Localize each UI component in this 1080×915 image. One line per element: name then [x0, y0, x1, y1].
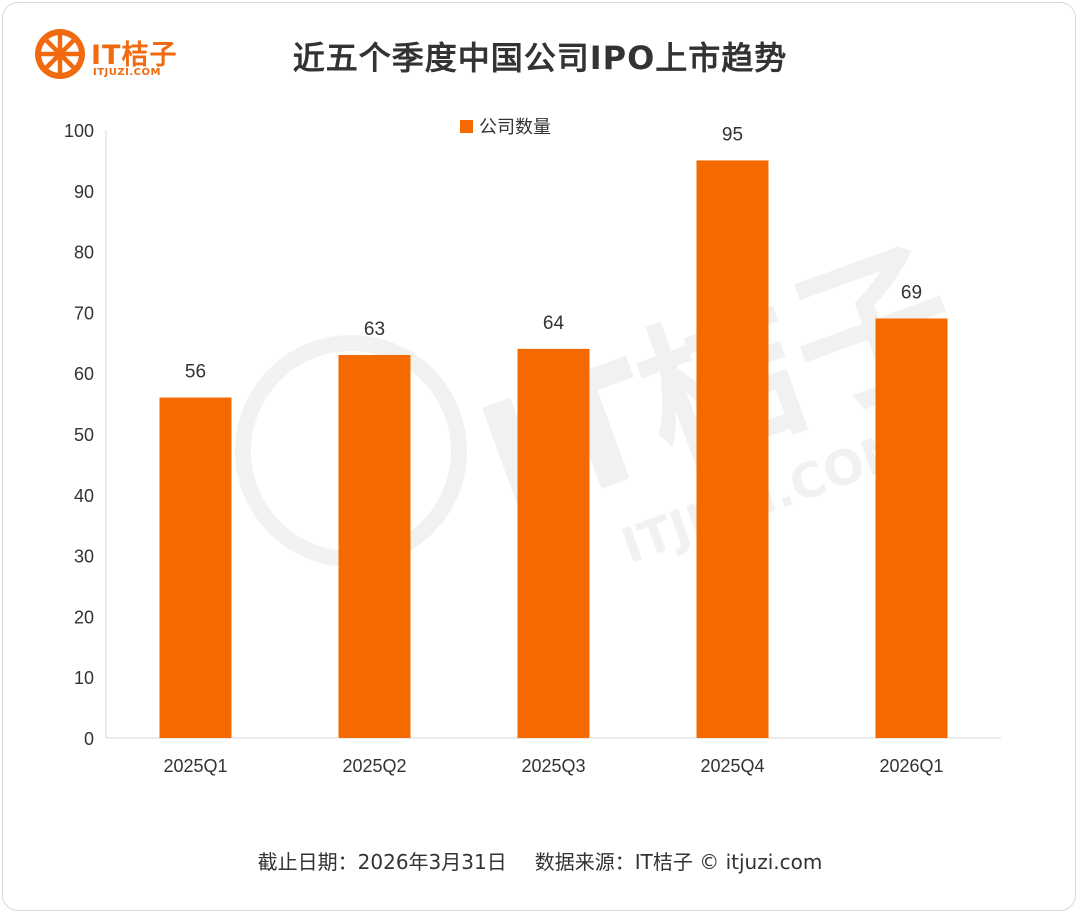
y-tick-label: 40: [74, 486, 94, 506]
data-source-text: 数据来源：IT桔子 © itjuzi.com: [534, 850, 823, 874]
logo-text: IT桔子: [91, 40, 178, 71]
bar: [517, 348, 590, 738]
y-tick-label: 80: [74, 243, 94, 263]
cutoff-date-text: 截止日期：2026年3月31日: [257, 850, 507, 874]
y-tick-label: 20: [74, 607, 94, 627]
x-tick-label: 2025Q2: [342, 756, 406, 776]
brand-logo: IT桔子 ITJUZI.COM: [33, 27, 193, 83]
orange-slice-icon: [35, 29, 85, 79]
x-tick-label: 2025Q4: [700, 756, 764, 776]
bar: [159, 397, 232, 738]
chart-title: 近五个季度中国公司IPO上市趋势: [292, 39, 788, 77]
y-tick-label: 90: [74, 182, 94, 202]
y-tick-label: 70: [74, 303, 94, 323]
bar: [696, 160, 769, 738]
y-tick-label: 0: [84, 729, 94, 749]
bar-chart: IT桔子ITJUZI.COM0102030405060708090100公司数量…: [64, 117, 1001, 776]
data-label: 69: [901, 282, 922, 303]
data-label: 63: [364, 319, 385, 340]
legend-swatch: [460, 120, 473, 133]
y-tick-label: 60: [74, 364, 94, 384]
data-label: 56: [185, 362, 206, 383]
logo-subtext: ITJUZI.COM: [93, 67, 161, 78]
y-tick-label: 10: [74, 668, 94, 688]
y-tick-label: 30: [74, 547, 94, 567]
x-tick-label: 2025Q3: [521, 756, 585, 776]
y-tick-label: 50: [74, 425, 94, 445]
x-tick-label: 2026Q1: [879, 756, 943, 776]
bar: [338, 354, 411, 738]
bar: [875, 318, 948, 738]
footer: 截止日期：2026年3月31日 数据来源：IT桔子 © itjuzi.com: [3, 846, 1077, 875]
y-tick-label: 100: [64, 121, 94, 141]
data-label: 64: [543, 313, 565, 334]
legend-label: 公司数量: [479, 117, 551, 138]
data-label: 95: [722, 124, 743, 145]
x-tick-label: 2025Q1: [163, 756, 227, 776]
